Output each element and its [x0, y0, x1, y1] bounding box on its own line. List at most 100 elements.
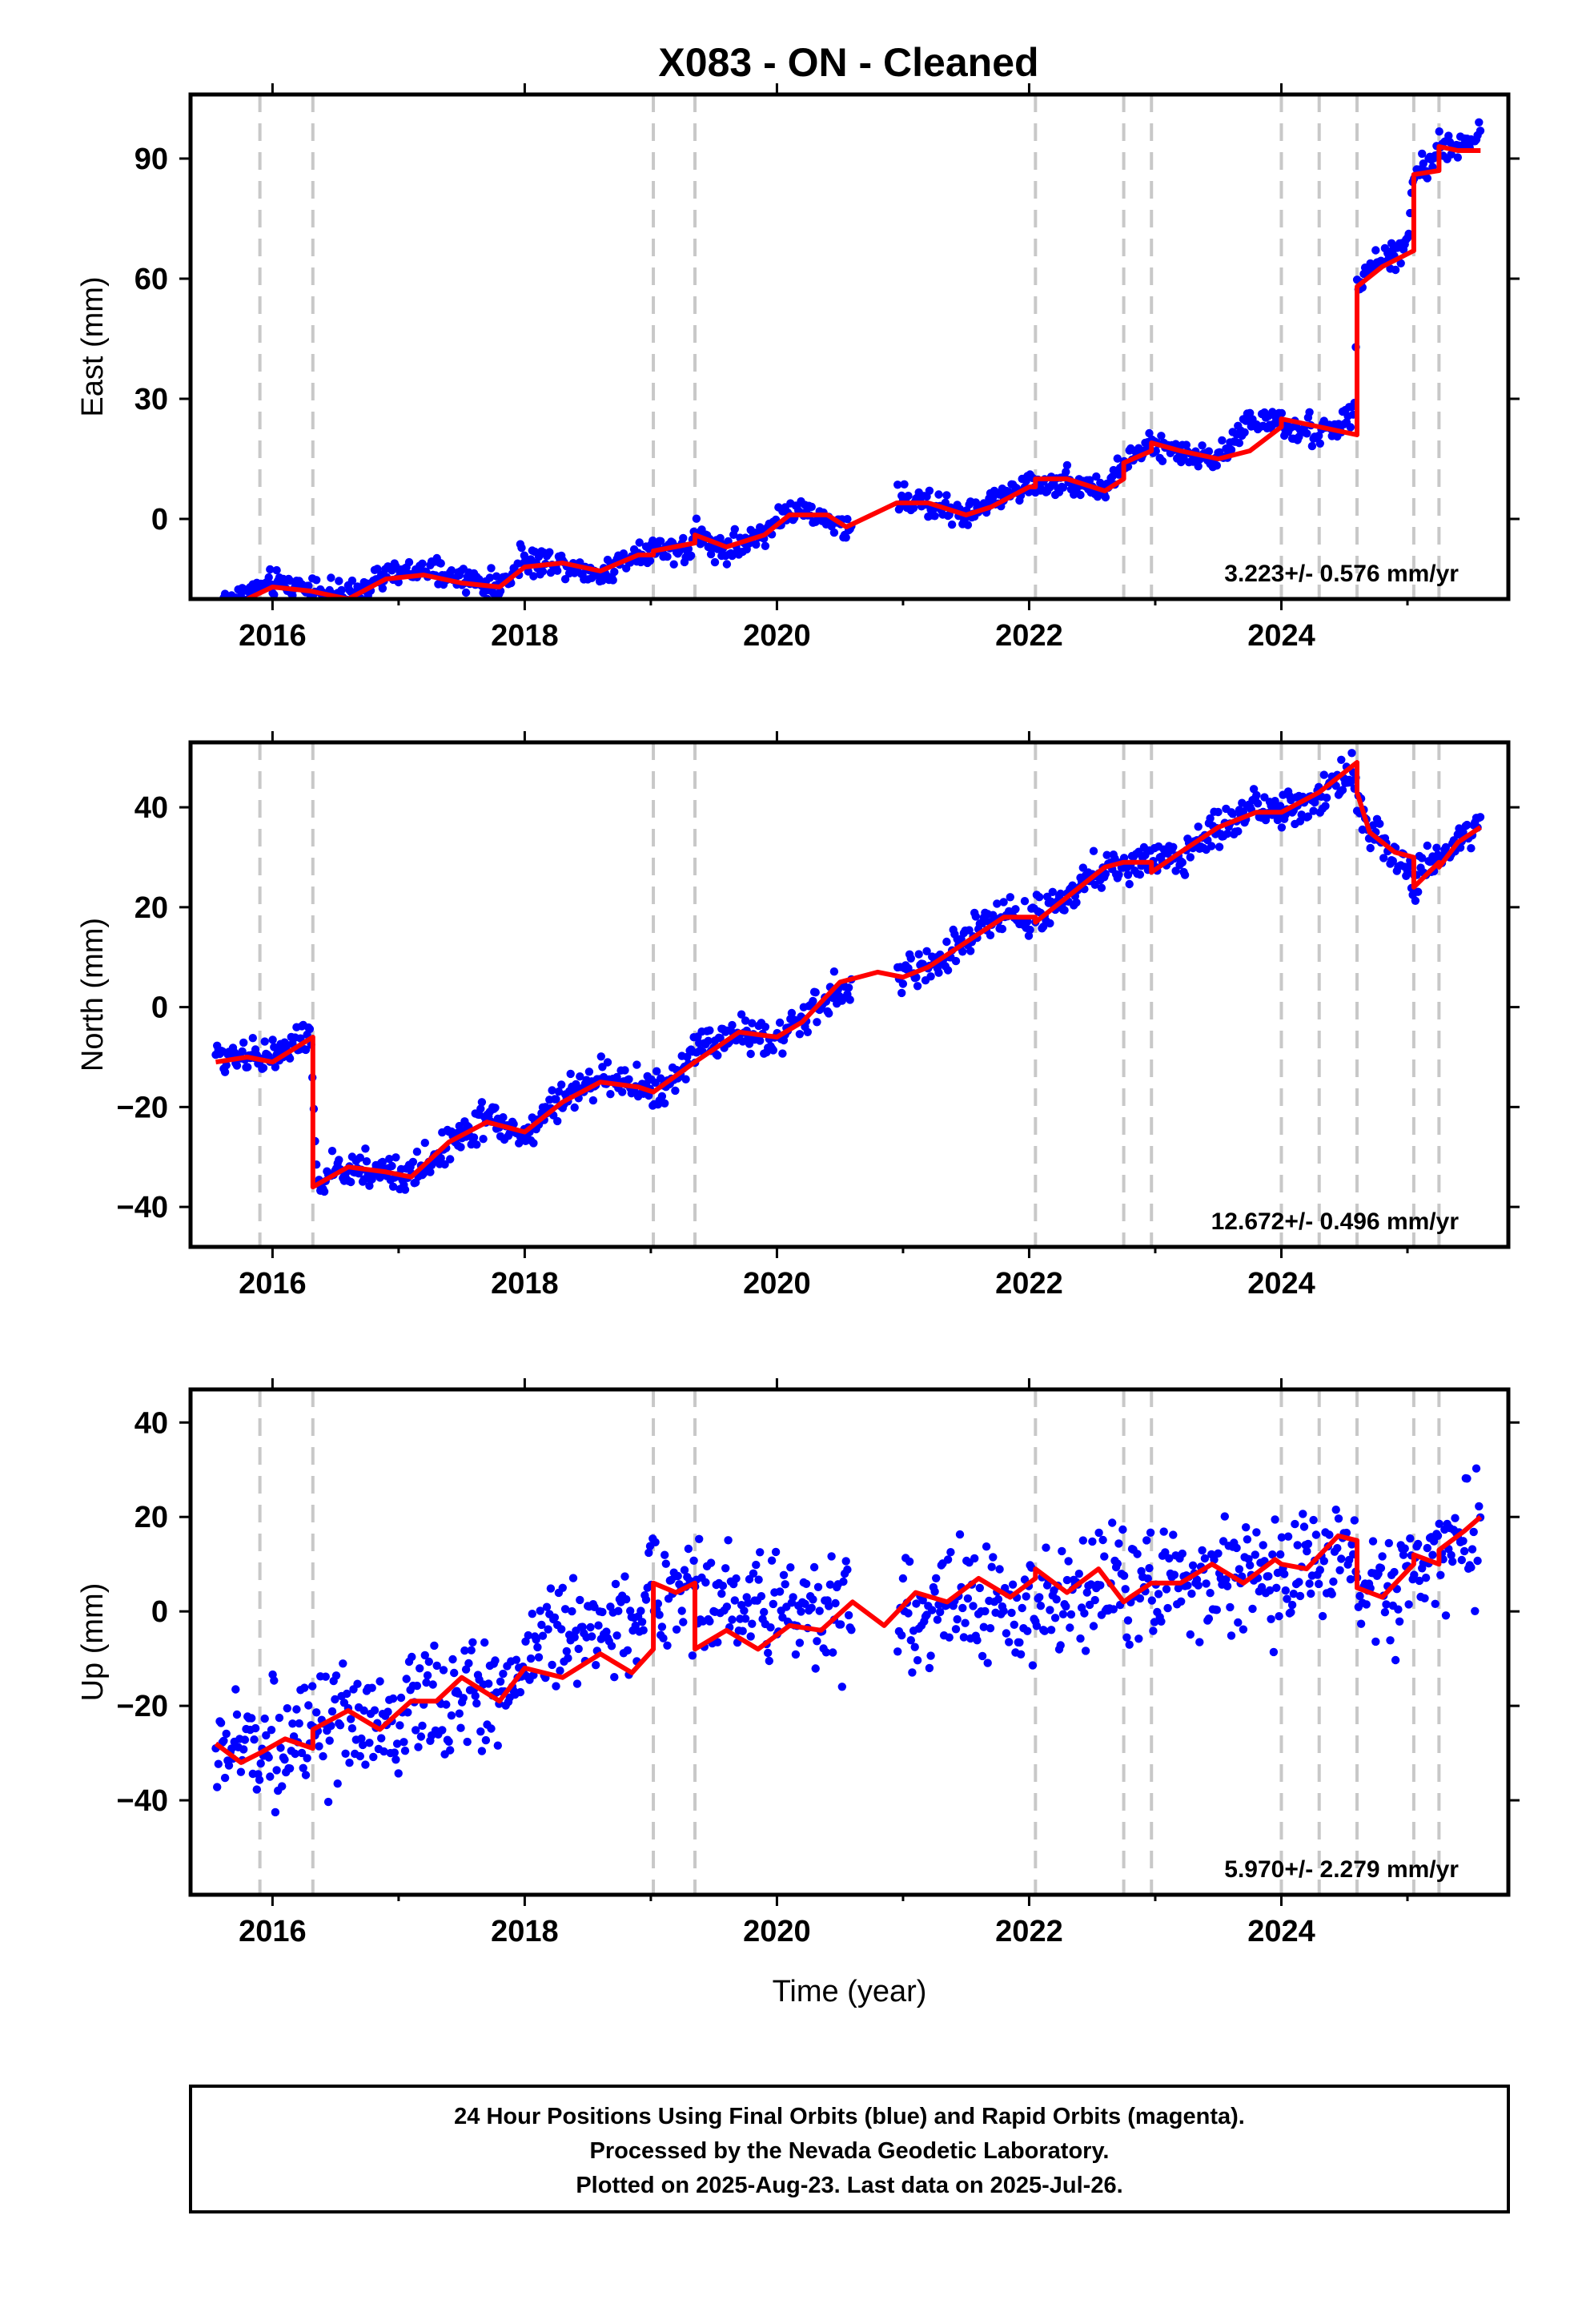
data-point [251, 1723, 260, 1733]
data-point [1242, 1523, 1251, 1532]
data-point [312, 576, 321, 585]
data-point [1386, 1636, 1395, 1645]
data-point [327, 1707, 337, 1716]
data-point [1088, 1537, 1097, 1546]
data-point [1299, 1522, 1309, 1531]
x-tick-label: 2020 [743, 1267, 811, 1301]
data-point [748, 1619, 757, 1628]
data-point [1006, 893, 1015, 902]
data-point [1309, 1515, 1318, 1525]
data-point [951, 1625, 961, 1634]
y-tick-label: −20 [117, 1690, 168, 1723]
data-point [639, 1626, 648, 1634]
data-point [1375, 819, 1384, 828]
data-point [1259, 1541, 1267, 1550]
data-point [447, 1711, 456, 1720]
data-point [681, 1075, 690, 1084]
model-line [214, 1514, 1483, 1765]
data-point [1062, 460, 1072, 470]
data-point [1435, 1519, 1443, 1529]
data-point [1212, 461, 1222, 470]
data-point [1276, 1550, 1285, 1559]
data-point [232, 1710, 242, 1719]
data-point [607, 1642, 616, 1651]
data-point [1080, 1609, 1089, 1618]
data-point [232, 1061, 242, 1070]
data-point [765, 1656, 773, 1666]
data-point [1380, 1608, 1390, 1617]
data-point [296, 1034, 305, 1043]
data-point [1331, 1506, 1340, 1514]
data-point [746, 1049, 755, 1059]
data-point [636, 1606, 645, 1615]
data-point [752, 1560, 761, 1570]
data-point [979, 1622, 989, 1631]
data-point [1414, 887, 1423, 896]
data-point [447, 566, 456, 575]
data-point [325, 1736, 334, 1745]
data-point [231, 1685, 240, 1694]
data-point [1114, 1539, 1123, 1548]
data-point [1023, 1626, 1032, 1635]
data-point [1020, 1575, 1030, 1584]
data-point [391, 1153, 400, 1162]
data-point [1435, 127, 1443, 136]
data-point [1303, 1546, 1311, 1556]
data-point [710, 557, 720, 567]
data-point [1287, 1600, 1297, 1610]
data-point [961, 1618, 970, 1627]
data-point [574, 1644, 583, 1654]
data-point [910, 1642, 919, 1651]
data-point [673, 1571, 682, 1581]
data-point [623, 1646, 632, 1655]
footer-line-1: 24 Hour Positions Using Final Orbits (bl… [454, 2104, 1245, 2129]
data-point [1026, 925, 1034, 935]
data-point [602, 1627, 611, 1636]
data-point [484, 1679, 493, 1688]
data-point [1421, 1574, 1431, 1582]
data-point [965, 926, 974, 935]
data-point [829, 967, 839, 976]
data-point [1329, 1577, 1338, 1586]
data-point [958, 1603, 967, 1613]
data-point [1436, 1570, 1445, 1580]
data-point [1232, 1543, 1241, 1553]
data-point [491, 1104, 500, 1112]
data-point [1334, 1514, 1343, 1523]
data-point [469, 1133, 479, 1142]
data-point [271, 1807, 280, 1817]
data-point [687, 551, 696, 560]
data-point [680, 1566, 689, 1574]
data-point [353, 1679, 362, 1688]
data-point [1356, 1619, 1366, 1628]
data-point [1214, 807, 1223, 817]
data-point [1145, 1564, 1154, 1573]
data-point [1046, 1606, 1054, 1614]
data-point [963, 1594, 973, 1603]
data-point [701, 1578, 710, 1587]
data-point [614, 1606, 623, 1615]
data-point [556, 1667, 564, 1675]
data-point [367, 1683, 376, 1692]
data-point [730, 1596, 739, 1605]
data-point [677, 1606, 686, 1615]
data-point [1289, 1590, 1299, 1598]
data-point [1327, 1590, 1336, 1598]
data-point [741, 1614, 750, 1623]
data-point [1331, 782, 1340, 790]
data-point [276, 1743, 285, 1752]
data-point [1346, 1574, 1355, 1584]
data-point [456, 1143, 465, 1152]
data-point [1391, 265, 1400, 275]
data-point [943, 1555, 953, 1564]
data-point [813, 1018, 821, 1027]
data-point [278, 1782, 287, 1791]
data-point [1243, 1535, 1252, 1544]
data-point [256, 1759, 265, 1768]
data-point [319, 1187, 329, 1196]
data-point [355, 1153, 364, 1162]
data-point [442, 1700, 451, 1709]
data-point [1315, 1579, 1323, 1589]
data-point [444, 1737, 453, 1746]
data-point [740, 1606, 749, 1615]
